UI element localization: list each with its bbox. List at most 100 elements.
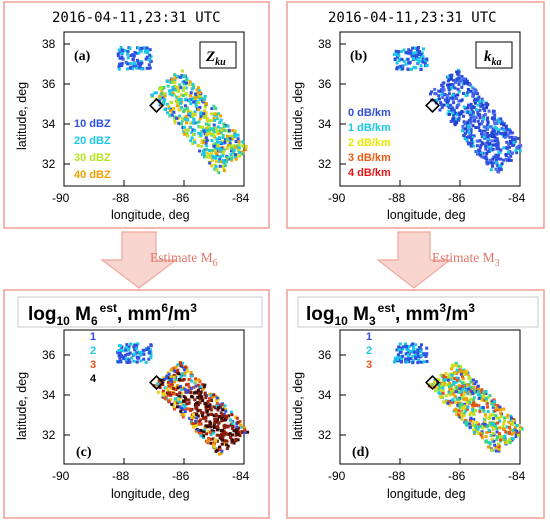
swath-pixel <box>172 366 176 370</box>
swath-pixel <box>173 78 177 82</box>
swath-pixel <box>500 127 504 130</box>
panel-a-var-tag: Zku <box>199 41 237 69</box>
swath-pixel <box>464 127 468 131</box>
swath-pixel <box>495 147 499 151</box>
swath-pixel <box>455 121 459 125</box>
swath-pixel <box>187 401 191 405</box>
swath-pixel <box>166 382 170 386</box>
swath-pixel <box>211 156 215 160</box>
swath-pixel <box>180 106 183 109</box>
swath-pixel <box>167 376 171 380</box>
swath-pixel <box>450 73 454 77</box>
swath-pixel <box>485 131 489 135</box>
swath-pixel <box>183 128 187 132</box>
swath-pixel <box>219 118 223 122</box>
swath-pixel <box>409 49 413 53</box>
swath-pixel <box>406 357 410 361</box>
swath-pixel <box>209 393 213 397</box>
swath-pixel <box>456 364 460 368</box>
swath-pixel <box>486 116 490 120</box>
swath-pixel <box>148 350 152 354</box>
swath-pixel <box>468 82 472 86</box>
swath-pixel <box>493 129 497 133</box>
swath-pixel <box>196 396 200 399</box>
panel-c-xtick-84: -84 <box>232 469 250 483</box>
swath-pixel <box>408 51 412 55</box>
swath-pixel <box>117 354 121 358</box>
swath-pixel <box>503 419 506 423</box>
swath-pixel <box>186 389 189 392</box>
swath-pixel <box>479 433 483 437</box>
swath-pixel <box>237 150 241 154</box>
swath-pixel <box>433 382 437 386</box>
swath-pixel <box>437 387 441 391</box>
swath-pixel <box>226 155 230 159</box>
swath-pixel <box>400 57 404 61</box>
swath-pixel <box>179 401 183 404</box>
swath-pixel <box>406 349 410 352</box>
swath-pixel <box>479 104 483 108</box>
swath-pixel <box>443 378 447 382</box>
swath-pixel <box>454 119 458 123</box>
swath-pixel <box>223 140 227 144</box>
swath-pixel <box>182 110 186 114</box>
svg-text:Zku: Zku <box>205 49 226 68</box>
swath-pixel <box>453 123 457 127</box>
swath-pixel <box>212 104 216 108</box>
swath-pixel <box>516 137 520 141</box>
swath-pixel <box>122 357 126 361</box>
swath-pixel <box>496 156 500 160</box>
swath-pixel <box>466 81 469 85</box>
swath-pixel <box>196 414 200 418</box>
swath-pixel <box>456 93 460 97</box>
swath-pixel <box>171 85 175 89</box>
swath-pixel <box>236 133 240 137</box>
swath-pixel <box>411 57 415 60</box>
swath-pixel <box>491 427 495 431</box>
swath-pixel <box>210 164 214 168</box>
swath-pixel <box>452 392 456 396</box>
swath-pixel <box>235 425 239 429</box>
swath-pixel <box>167 379 171 383</box>
swath-pixel <box>504 125 508 129</box>
swath-pixel <box>496 435 499 439</box>
swath-pixel <box>464 122 468 126</box>
swath-pixel <box>460 75 464 78</box>
swath-pixel <box>219 114 223 118</box>
swath-pixel <box>470 390 474 394</box>
swath-pixel <box>199 112 203 116</box>
swath-pixel <box>221 438 224 442</box>
swath-pixel <box>516 431 520 435</box>
swath-pixel <box>469 102 473 106</box>
swath-pixel <box>193 98 197 102</box>
swath-pixel <box>237 143 241 147</box>
swath-pixel <box>503 416 507 420</box>
swath-pixel <box>222 412 226 416</box>
swath-pixel <box>403 342 407 346</box>
swath-pixel <box>514 136 518 140</box>
swath-pixel <box>471 91 475 95</box>
swath-pixel <box>120 55 124 59</box>
panel-d-title-var: M <box>348 304 369 325</box>
swath-pixel <box>496 154 500 157</box>
swath-pixel <box>491 109 495 113</box>
swath-pixel <box>493 409 497 413</box>
swath-pixel <box>484 113 487 116</box>
swath-pixel <box>502 435 506 439</box>
swath-pixel <box>452 78 456 82</box>
swath-pixel <box>455 386 459 390</box>
swath-pixel <box>448 83 452 87</box>
swath-pixel <box>452 109 456 113</box>
swath-pixel <box>197 378 201 382</box>
swath-pixel <box>139 350 143 354</box>
swath-pixel <box>404 51 408 55</box>
swath-pixel <box>505 425 509 429</box>
swath-pixel <box>491 162 494 166</box>
swath-pixel <box>469 119 473 123</box>
swath-pixel <box>216 125 220 129</box>
swath-pixel <box>234 437 238 441</box>
swath-pixel <box>192 425 195 428</box>
swath-pixel <box>186 382 190 386</box>
swath-pixel <box>447 385 451 389</box>
swath-pixel <box>225 415 229 419</box>
